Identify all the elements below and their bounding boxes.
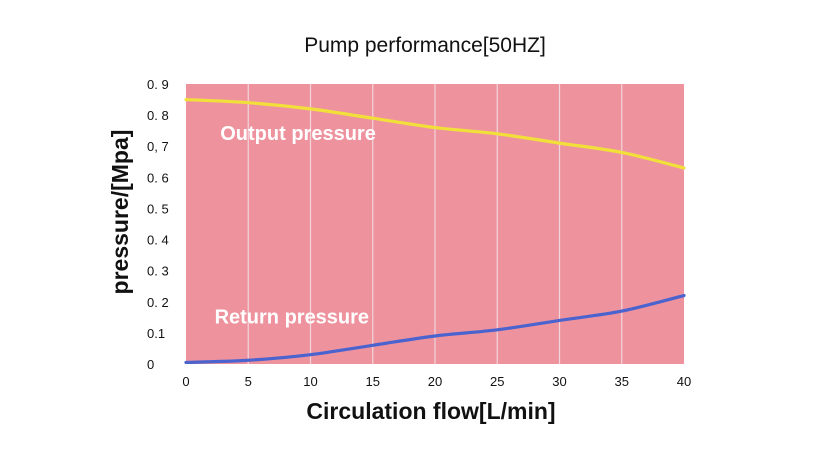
x-axis-label: Circulation flow[L/min] <box>306 398 555 424</box>
y-axis-label: pressure/[Mpa] <box>107 130 133 295</box>
annotations: Output pressure Return pressure <box>215 123 376 329</box>
y-tick-label: 0. 4 <box>147 233 169 248</box>
annotation-return-pressure: Return pressure <box>215 307 370 329</box>
series-layer <box>184 97 686 365</box>
x-tick-label: 5 <box>245 374 252 389</box>
y-tick-label: 0. 5 <box>147 201 169 216</box>
y-tick-label: 0, 7 <box>147 139 169 154</box>
x-tick-label: 10 <box>303 374 317 389</box>
y-tick-label: 0. 2 <box>147 295 169 310</box>
y-tick-label: 0. 9 <box>147 77 169 92</box>
y-tick-label: 0. 8 <box>147 108 169 123</box>
x-tick-label: 40 <box>677 374 691 389</box>
grid <box>247 84 623 364</box>
y-axis-ticks: 0 0.1 0. 2 0. 3 0. 4 0. 5 0. 6 0, 7 0. 8 0. 9 <box>147 77 169 372</box>
x-axis-ticks: 0 5 10 15 20 25 30 35 40 <box>182 374 691 389</box>
y-tick-label: 0. 6 <box>147 170 169 185</box>
annotation-output-pressure: Output pressure <box>220 123 376 145</box>
y-tick-label: 0. 3 <box>147 264 169 279</box>
y-tick-label: 0.1 <box>147 326 165 341</box>
x-tick-label: 20 <box>428 374 442 389</box>
y-tick-label: 0 <box>147 357 154 372</box>
x-tick-label: 15 <box>366 374 380 389</box>
series-line-output-pressure <box>184 97 686 170</box>
x-tick-label: 30 <box>552 374 566 389</box>
x-tick-label: 0 <box>182 374 189 389</box>
chart-title: Pump performance[50HZ] <box>304 34 546 57</box>
x-tick-label: 35 <box>615 374 629 389</box>
series-line-return-pressure <box>184 293 686 365</box>
x-tick-label: 25 <box>490 374 504 389</box>
